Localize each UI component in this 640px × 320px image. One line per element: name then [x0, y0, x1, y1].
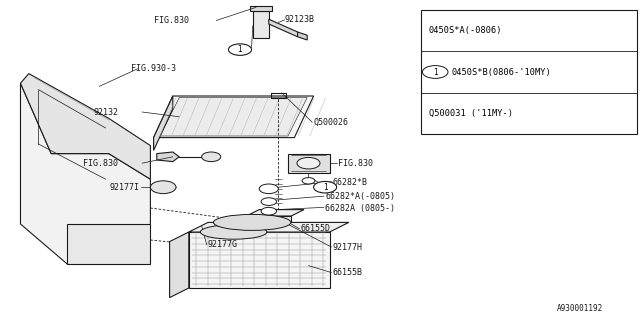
Circle shape: [314, 181, 337, 193]
Text: FIG.830: FIG.830: [83, 159, 118, 168]
Text: 92132: 92132: [93, 108, 118, 116]
Text: Q500031 ('11MY-): Q500031 ('11MY-): [429, 109, 513, 118]
Circle shape: [261, 198, 276, 205]
Text: 66155B: 66155B: [333, 268, 363, 277]
Text: 92177G: 92177G: [208, 240, 238, 249]
Text: 66282*B: 66282*B: [333, 178, 368, 187]
Polygon shape: [189, 222, 349, 232]
Text: 1: 1: [433, 68, 438, 76]
Polygon shape: [246, 216, 291, 232]
Circle shape: [202, 152, 221, 162]
Text: 92177I: 92177I: [109, 183, 140, 192]
Polygon shape: [253, 11, 269, 38]
Polygon shape: [246, 210, 304, 216]
Text: A930001192: A930001192: [557, 304, 603, 313]
Polygon shape: [170, 232, 189, 298]
Circle shape: [297, 157, 320, 169]
Polygon shape: [20, 74, 150, 179]
Circle shape: [228, 44, 252, 55]
Text: FIG.830: FIG.830: [154, 16, 189, 25]
Polygon shape: [160, 98, 307, 136]
Text: 66282*A(-0805): 66282*A(-0805): [325, 192, 395, 201]
Text: FIG.930-3: FIG.930-3: [131, 64, 176, 73]
Polygon shape: [67, 224, 150, 264]
Circle shape: [259, 184, 278, 194]
Polygon shape: [288, 154, 330, 173]
Polygon shape: [189, 232, 330, 288]
Text: FIG.830: FIG.830: [338, 159, 373, 168]
Polygon shape: [157, 152, 179, 162]
Circle shape: [261, 207, 276, 215]
Text: 92177H: 92177H: [333, 243, 363, 252]
Text: 66155D: 66155D: [301, 224, 331, 233]
Polygon shape: [269, 19, 298, 37]
Polygon shape: [154, 96, 314, 138]
Ellipse shape: [214, 214, 291, 230]
Ellipse shape: [200, 225, 267, 239]
Circle shape: [150, 181, 176, 194]
Circle shape: [422, 66, 448, 78]
Text: 1: 1: [237, 45, 243, 54]
Text: Q500026: Q500026: [314, 118, 349, 127]
Text: 0450S*A(-0806): 0450S*A(-0806): [429, 26, 502, 35]
Polygon shape: [154, 96, 173, 150]
Text: 1: 1: [323, 183, 328, 192]
Text: 0450S*B(0806-'10MY): 0450S*B(0806-'10MY): [452, 68, 552, 76]
Text: 92123B: 92123B: [285, 15, 315, 24]
Polygon shape: [250, 6, 272, 11]
Polygon shape: [298, 32, 307, 40]
Polygon shape: [20, 83, 150, 264]
Circle shape: [302, 178, 315, 184]
Text: 66282A (0805-): 66282A (0805-): [325, 204, 395, 212]
Bar: [421, 10, 637, 134]
